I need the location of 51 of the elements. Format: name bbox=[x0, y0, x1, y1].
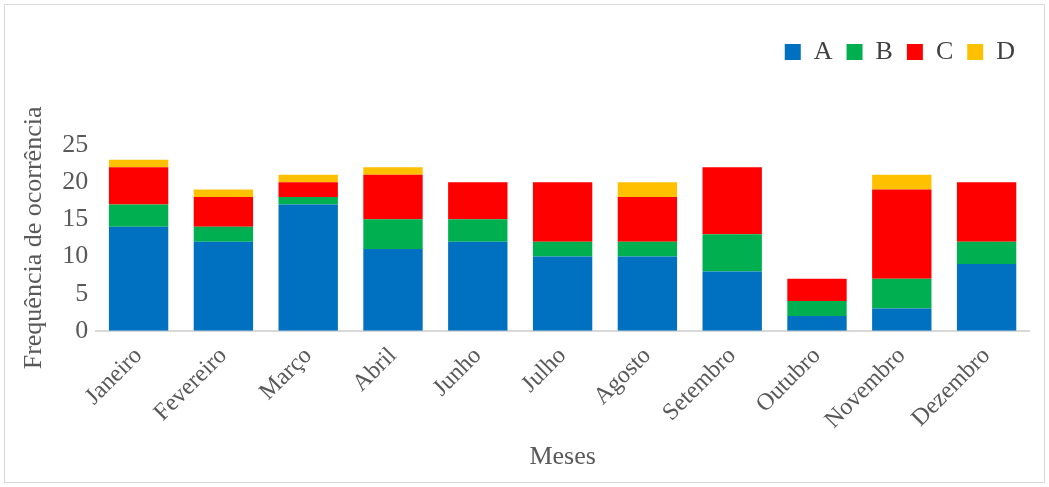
bar bbox=[617, 197, 678, 242]
bar bbox=[448, 182, 508, 220]
legend-label: B bbox=[875, 35, 893, 65]
bar bbox=[617, 256, 678, 331]
y-tick-label: 15 bbox=[62, 203, 89, 233]
bar bbox=[363, 219, 423, 250]
bar bbox=[278, 174, 338, 183]
bar bbox=[363, 249, 423, 331]
bar bbox=[702, 167, 762, 235]
bar bbox=[787, 315, 847, 331]
bar bbox=[956, 263, 1017, 331]
bar bbox=[278, 204, 338, 331]
bar bbox=[702, 234, 762, 272]
bar bbox=[617, 182, 678, 198]
y-tick-label: 5 bbox=[75, 277, 89, 307]
bar bbox=[787, 301, 847, 316]
bar bbox=[532, 241, 593, 257]
bar bbox=[872, 189, 932, 279]
bar bbox=[108, 226, 169, 331]
x-axis-title: Meses bbox=[529, 441, 596, 471]
bar bbox=[956, 241, 1017, 264]
bar bbox=[108, 204, 169, 227]
legend-label: C bbox=[935, 35, 954, 65]
bar bbox=[532, 182, 593, 242]
bar bbox=[872, 308, 932, 331]
bar bbox=[278, 197, 338, 205]
bar bbox=[193, 197, 254, 227]
bar bbox=[702, 271, 762, 331]
y-axis-title: Frequência de ocorrência bbox=[18, 106, 48, 370]
y-tick-label: 10 bbox=[62, 240, 89, 270]
legend-label: D bbox=[996, 35, 1015, 65]
legend-label: A bbox=[813, 35, 833, 65]
bar bbox=[363, 167, 423, 175]
bar bbox=[872, 278, 932, 309]
bar bbox=[532, 256, 593, 331]
bar bbox=[617, 241, 678, 257]
bar bbox=[872, 174, 932, 190]
bar bbox=[278, 182, 338, 198]
bar bbox=[787, 278, 847, 302]
y-tick-label: 25 bbox=[62, 128, 89, 158]
bar bbox=[193, 226, 254, 242]
bar bbox=[363, 174, 423, 220]
bar bbox=[108, 159, 169, 168]
y-tick-label: 20 bbox=[62, 166, 89, 195]
bar bbox=[108, 167, 169, 205]
bar bbox=[448, 219, 508, 242]
y-tick-label: 0 bbox=[75, 314, 89, 344]
bar bbox=[956, 182, 1017, 242]
bar bbox=[193, 189, 254, 198]
bar bbox=[193, 241, 254, 331]
bar bbox=[448, 241, 508, 331]
